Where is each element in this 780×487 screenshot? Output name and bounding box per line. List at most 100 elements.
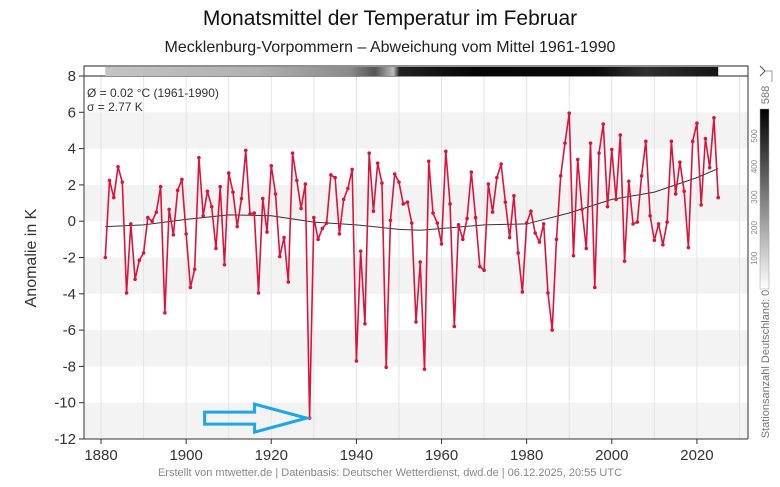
data-point (111, 195, 116, 200)
data-point (601, 122, 606, 126)
data-point (520, 290, 525, 294)
data-point (154, 210, 159, 214)
data-point (588, 141, 593, 145)
data-point (218, 184, 223, 189)
data-point (235, 224, 240, 229)
x-tick-label: 1880 (84, 447, 117, 464)
data-point (563, 141, 567, 145)
x-tick-label: 2000 (595, 447, 628, 464)
colorbar-tick: 200 (750, 221, 759, 235)
data-point (197, 155, 201, 160)
data-point (209, 204, 214, 209)
data-point (226, 171, 231, 175)
data-point (124, 291, 129, 295)
data-point (371, 209, 376, 214)
data-point (256, 291, 261, 295)
data-point (303, 182, 308, 186)
data-point (133, 277, 137, 282)
data-point (363, 321, 367, 326)
data-point (252, 211, 257, 215)
data-point (461, 237, 465, 242)
data-point (295, 178, 299, 183)
data-point (158, 184, 163, 189)
station-pointer-icon (759, 65, 766, 77)
data-point (575, 157, 580, 162)
data-point (639, 174, 644, 178)
data-point (146, 215, 150, 220)
data-point (175, 188, 180, 193)
data-point (716, 195, 721, 200)
data-point (192, 267, 197, 272)
data-point (346, 186, 350, 191)
data-point (614, 197, 618, 202)
data-point (627, 179, 631, 184)
data-point (239, 196, 244, 201)
data-point (231, 190, 235, 194)
data-point (184, 232, 188, 236)
y-axis-ticks: 8 6 4 2 0 -2 -4 -6 -8 -10 -12 (54, 68, 84, 448)
annotation-arrow (203, 402, 313, 435)
y-tick-label: 4 (68, 141, 76, 158)
data-point (290, 151, 295, 155)
data-point (695, 121, 699, 125)
data-point (469, 170, 474, 174)
data-point (103, 255, 108, 260)
data-point (380, 181, 384, 185)
band (84, 257, 748, 294)
data-point (201, 213, 205, 218)
data-point (333, 175, 337, 180)
data-point (635, 220, 640, 224)
data-point (320, 226, 325, 231)
data-point (214, 246, 218, 251)
data-point (482, 268, 486, 273)
data-point (222, 262, 227, 267)
data-point (605, 204, 610, 209)
data-point (665, 220, 669, 224)
data-point (558, 174, 563, 178)
data-point (392, 172, 397, 176)
data-point (690, 139, 695, 144)
band (84, 330, 748, 367)
data-point (712, 115, 716, 120)
trend-line (105, 168, 719, 231)
background-bands (84, 112, 748, 439)
data-point (350, 167, 354, 172)
data-point (180, 177, 184, 182)
data-point (375, 161, 380, 165)
mean-label: Ø = 0.02 °C (1961-1990) (87, 86, 219, 100)
data-point (550, 328, 555, 332)
data-point (277, 254, 282, 259)
y-tick-label: -4 (63, 286, 76, 303)
x-tick-label: 1940 (340, 447, 373, 464)
y-tick-label: -6 (63, 322, 76, 339)
anomaly-series (103, 111, 721, 420)
data-point (171, 233, 176, 237)
data-point (129, 222, 133, 226)
data-point (397, 180, 401, 184)
data-point (316, 237, 320, 242)
colorbar-gradient (759, 108, 770, 290)
colorbar-tick: 300 (750, 190, 759, 204)
data-point (269, 164, 274, 168)
data-point (414, 320, 418, 324)
data-point (554, 237, 559, 242)
data-point (188, 285, 193, 290)
data-point (707, 165, 712, 170)
sigma-label: σ = 2.77 K (87, 100, 143, 114)
data-point (507, 235, 512, 240)
data-point (329, 173, 333, 177)
data-point (354, 359, 359, 363)
data-point (652, 238, 657, 243)
data-point (401, 202, 406, 206)
y-tick-label: -2 (63, 250, 76, 267)
data-point (205, 189, 210, 194)
data-point (405, 200, 410, 204)
y-tick-label: -8 (63, 358, 76, 375)
data-point (167, 207, 171, 212)
data-point (337, 232, 342, 236)
data-point (682, 189, 686, 194)
data-point (324, 221, 329, 225)
arrow-icon (203, 402, 313, 435)
data-point (631, 222, 635, 226)
